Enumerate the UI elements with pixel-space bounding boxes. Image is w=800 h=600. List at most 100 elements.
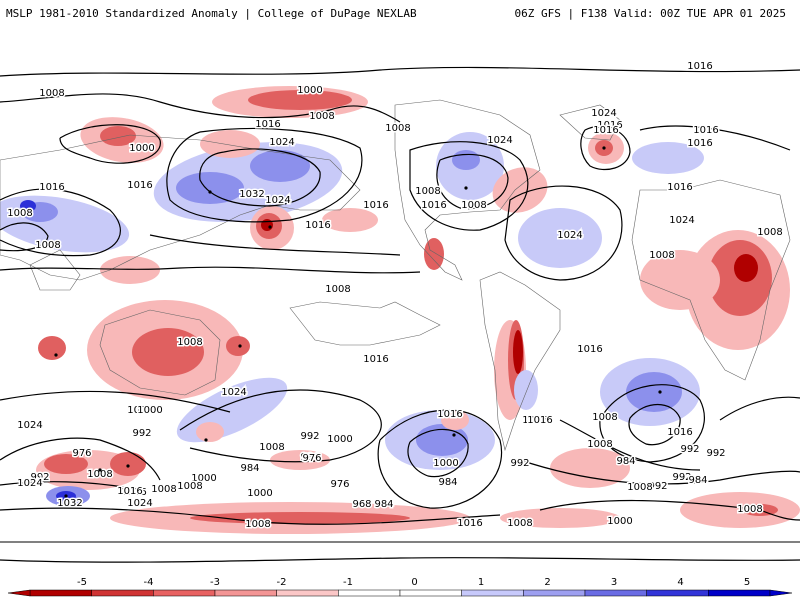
isobar: [179, 389, 382, 463]
colorbar-tick-label: -2: [277, 577, 287, 588]
isobar-label: 1000: [433, 458, 458, 469]
isobar-label: 1008: [592, 412, 617, 423]
pressure-center-dot: [238, 344, 242, 348]
colorbar-tick-label: -4: [144, 577, 154, 588]
anomaly-cell: [322, 208, 378, 232]
coastlines: [0, 99, 791, 452]
isobar-label: 1024: [221, 387, 246, 398]
colorbar-tick-label: -3: [210, 577, 220, 588]
colorbar-tick-label: -5: [77, 577, 87, 588]
isobar: [199, 148, 321, 207]
isobar-label: 1008: [7, 208, 32, 219]
isobar-label: 1000: [297, 85, 322, 96]
anomaly-cell: [632, 142, 704, 174]
isobar-labels: 1016 1008 1000 1008 1016 1008 1024 1000 1024 1016…: [6, 60, 784, 532]
anomaly-cell: [441, 410, 469, 430]
colorbar-segment: [708, 589, 771, 597]
isobar: [0, 266, 421, 274]
isobar-label: 1016: [117, 486, 142, 497]
isobar-contours: [0, 66, 800, 563]
colorbar-tick-label: 1: [478, 577, 484, 588]
colorbar-segment: [338, 589, 401, 597]
isobar-label: 976: [72, 448, 91, 459]
isobar-label: 1008: [87, 469, 112, 480]
pressure-center-dot: [208, 190, 212, 194]
isobar-label: 1016: [121, 487, 146, 498]
isobar: [0, 390, 231, 413]
anomaly-map: 1016 1008 1000 1008 1016 1008 1024 1000 1024 1016…: [0, 40, 800, 597]
isobar-label: 1016: [522, 415, 547, 426]
colorbar-segment: [584, 589, 647, 597]
isobar-label: 992: [680, 444, 699, 455]
isobar-label: 1024: [269, 137, 294, 148]
pressure-center-dot: [602, 146, 606, 150]
anomaly-cell: [500, 508, 620, 528]
isobar: [436, 153, 509, 210]
isobar: [0, 437, 161, 481]
anomaly-cell: [20, 200, 36, 212]
isobar-label: 992: [672, 472, 691, 483]
isobar-label: 1016: [577, 344, 602, 355]
coastline: [479, 271, 561, 452]
isobar-label: 1016: [421, 200, 446, 211]
colorbar-tick-label: 4: [677, 577, 683, 588]
isobar-label: 1016: [363, 200, 388, 211]
isobar: [559, 419, 701, 471]
isobar-label: 1016: [687, 61, 712, 72]
pressure-centers: [54, 146, 662, 498]
isobar: [719, 396, 800, 421]
isobar-label: 984: [438, 477, 457, 488]
isobar: [599, 384, 705, 463]
map-title: MSLP 1981-2010 Standardized Anomaly | Co…: [6, 7, 417, 20]
isobar: [377, 409, 503, 509]
isobar-label: 1016: [597, 120, 622, 131]
isobar-label: 1008: [415, 186, 440, 197]
isobar-label: 1016: [255, 119, 280, 130]
coastline: [99, 309, 221, 396]
isobar: [0, 556, 800, 563]
isobar-label: 1024: [265, 195, 290, 206]
colorbar-segment: [91, 589, 154, 597]
anomaly-cell: [261, 219, 273, 231]
isobar-label: 1008: [309, 111, 334, 122]
colorbar-tick-label: -1: [343, 577, 353, 588]
colorbar-segment: [523, 589, 586, 597]
isobar-label: 1024: [487, 135, 512, 146]
isobar-label: 1000: [137, 405, 162, 416]
isobar: [59, 124, 161, 164]
isobar-label: 992: [706, 448, 725, 459]
isobar: [407, 428, 469, 478]
colorbar-tick-label: 3: [611, 577, 617, 588]
isobar-label: 1016: [437, 409, 462, 420]
isobar-label: 1016: [693, 125, 718, 136]
pressure-center-dot: [658, 390, 662, 394]
anomaly-cell: [550, 448, 630, 488]
pressure-center-dot: [204, 438, 208, 442]
anomaly-cell: [513, 330, 523, 374]
colorbar-segment: [646, 589, 709, 597]
isobar: [539, 499, 800, 521]
anomaly-cell: [640, 250, 720, 310]
isobar: [166, 127, 363, 223]
isobar-label: 992: [132, 428, 151, 439]
colorbar-segment: [29, 589, 92, 597]
isobar-label: 1008: [757, 227, 782, 238]
isobar-label: 1008: [649, 250, 674, 261]
colorbar: -5 -4 -3 -2 -1 0 1 2 3 4 5: [7, 577, 793, 597]
isobar: [0, 93, 401, 123]
anomaly-cell: [110, 452, 146, 476]
isobar-label: 1008: [385, 123, 410, 134]
isobar-label: 1008: [35, 240, 60, 251]
pressure-center-dot: [54, 353, 58, 357]
isobar-label: 1016: [687, 138, 712, 149]
pressure-center-dot: [64, 494, 68, 498]
isobar-label: 1008: [587, 439, 612, 450]
anomaly-cell: [514, 370, 538, 410]
isobar: [639, 125, 791, 151]
anomaly-cell: [452, 150, 480, 170]
colorbar-segment: [399, 589, 462, 597]
colorbar-segment: [153, 589, 216, 597]
anomaly-cell: [734, 254, 758, 282]
pressure-center-dot: [464, 186, 468, 190]
isobar-label: 1000: [327, 434, 352, 445]
